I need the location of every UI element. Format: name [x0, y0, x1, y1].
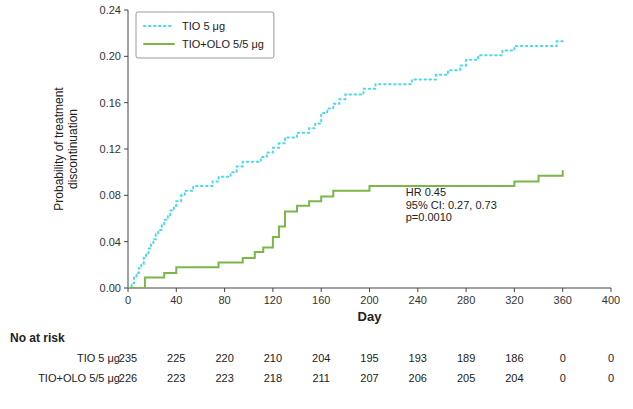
legend: TIO 5 μg TIO+OLO 5/5 μg: [136, 12, 274, 58]
x-tick: [611, 288, 612, 292]
legend-box: [136, 12, 274, 58]
legend-swatch: [144, 43, 174, 45]
legend-swatch: [144, 25, 174, 27]
y-tick-label: 0.24: [100, 4, 121, 16]
risk-table-value: 218: [264, 372, 282, 384]
annotation-line: p=0.0010: [406, 211, 452, 223]
y-tick: [124, 241, 128, 242]
risk-table-value: 204: [505, 372, 523, 384]
risk-table-value: 204: [312, 352, 330, 364]
risk-table-header: No at risk: [10, 331, 65, 345]
risk-table-value: 0: [608, 372, 614, 384]
annotation-line: HR 0.45: [406, 186, 446, 198]
x-tick: [369, 288, 370, 292]
risk-table-value: 0: [608, 352, 614, 364]
y-tick: [124, 149, 128, 150]
x-tick: [272, 288, 273, 292]
km-curve: [128, 41, 563, 288]
risk-table-value: 223: [215, 372, 233, 384]
risk-table-value: 235: [119, 352, 137, 364]
risk-table-value: 186: [505, 352, 523, 364]
x-tick-label: 400: [602, 294, 620, 306]
x-tick-label: 40: [170, 294, 182, 306]
x-tick-label: 80: [218, 294, 230, 306]
y-axis-label-line: Probability of treatment: [52, 87, 66, 211]
risk-table-value: 220: [215, 352, 233, 364]
risk-table-label: TIO 5 μg: [77, 352, 120, 364]
risk-table-value: 226: [119, 372, 137, 384]
y-tick: [124, 288, 128, 289]
risk-table-value: 223: [167, 372, 185, 384]
risk-table-value: 189: [457, 352, 475, 364]
y-tick-label: 0.08: [100, 189, 121, 201]
x-tick-label: 160: [312, 294, 330, 306]
x-tick-label: 280: [457, 294, 475, 306]
x-tick-label: 240: [409, 294, 427, 306]
x-tick: [321, 288, 322, 292]
y-tick: [124, 56, 128, 57]
annotation-line: 95% CI: 0.27, 0.73: [406, 199, 497, 211]
y-tick-label: 0.12: [100, 143, 121, 155]
x-tick: [466, 288, 467, 292]
risk-table-value: 206: [409, 372, 427, 384]
y-tick-label: 0.20: [100, 50, 121, 62]
risk-table-value: 0: [560, 372, 566, 384]
x-tick-label: 320: [505, 294, 523, 306]
risk-table-value: 210: [264, 352, 282, 364]
legend-item: TIO+OLO 5/5 μg: [144, 38, 264, 50]
km-curve: [128, 171, 563, 288]
risk-table-value: 195: [360, 352, 378, 364]
x-tick: [562, 288, 563, 292]
x-tick-label: 120: [264, 294, 282, 306]
risk-table-value: 207: [360, 372, 378, 384]
x-tick-label: 360: [554, 294, 572, 306]
risk-table-value: 205: [457, 372, 475, 384]
x-tick: [417, 288, 418, 292]
x-axis-label: Day: [358, 309, 383, 324]
risk-table-label: TIO+OLO 5/5 μg: [38, 372, 120, 384]
annotation: HR 0.4595% CI: 0.27, 0.73p=0.0010: [406, 186, 497, 223]
y-tick: [124, 102, 128, 103]
x-tick-label: 0: [125, 294, 131, 306]
chart: 0 40 80 120 160 200 240 280 320 360 400 0.00 0.04 0.0…: [0, 0, 633, 409]
x-tick-label: 200: [360, 294, 378, 306]
risk-table-value: 225: [167, 352, 185, 364]
x-tick: [224, 288, 225, 292]
y-axis-label-line: discontinuation: [66, 109, 80, 189]
risk-table-value: 193: [409, 352, 427, 364]
y-tick: [124, 195, 128, 196]
x-tick: [176, 288, 177, 292]
risk-table-value: 211: [312, 372, 330, 384]
risk-table-value: 0: [560, 352, 566, 364]
y-tick-label: 0.04: [100, 236, 121, 248]
legend-label: TIO 5 μg: [182, 20, 225, 32]
y-tick-label: 0.16: [100, 97, 121, 109]
legend-label: TIO+OLO 5/5 μg: [182, 38, 264, 50]
y-tick-label: 0.00: [100, 282, 121, 294]
plot-area: [128, 41, 563, 288]
x-tick: [128, 288, 129, 292]
y-tick: [124, 10, 128, 11]
x-tick: [514, 288, 515, 292]
legend-item: TIO 5 μg: [144, 20, 225, 32]
y-axis-label: Probability of treatmentdiscontinuation: [52, 87, 80, 211]
